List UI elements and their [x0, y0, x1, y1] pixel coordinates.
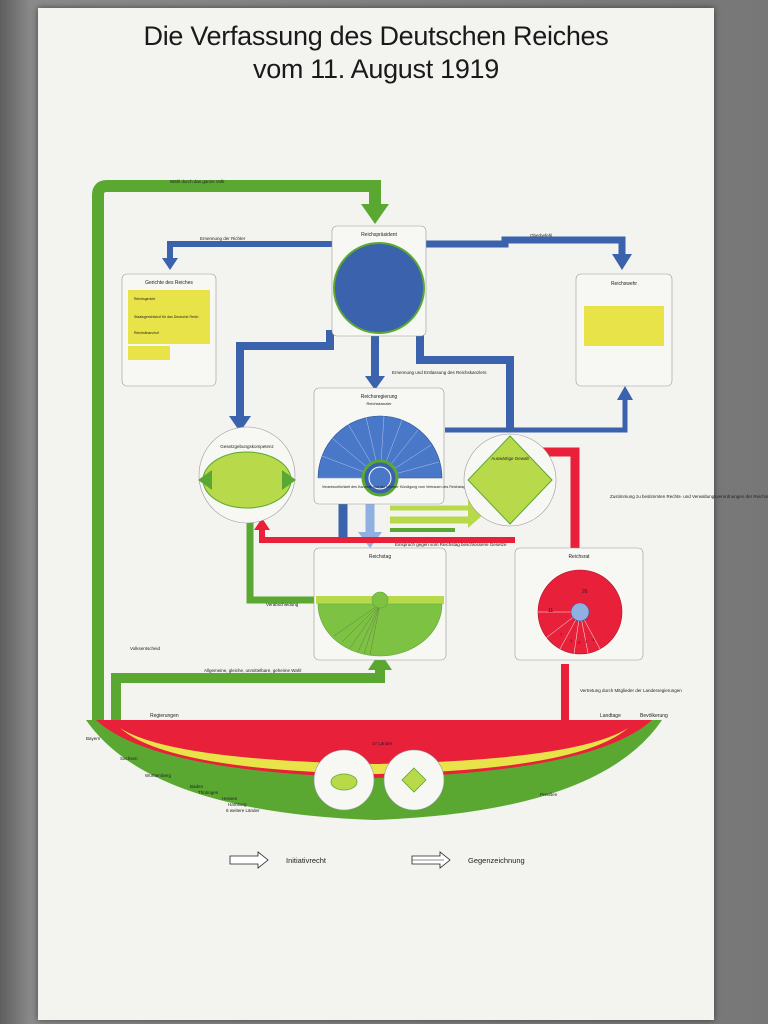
label-verantwortlichkeit: Verantwortlichkeit des Kanzlers und der …	[322, 485, 400, 489]
blue-flow-reichswehr	[425, 236, 626, 258]
label-ernennung-kanzler: Ernennung und Entlassung des Reichskanzl…	[392, 370, 487, 375]
title-line-2: vom 11. August 1919	[253, 54, 499, 84]
label-auswaertig: Auswärtige Gewalt	[491, 456, 529, 461]
legend-label-gegenzeichnung: Gegenzeichnung	[468, 856, 525, 865]
label-reichspraesident: Reichspräsident	[361, 232, 397, 238]
state-sachsen: Sachsen	[120, 756, 138, 761]
label-einspruch: Einspruch gegen vom Reichstag beschlosse…	[395, 542, 507, 547]
blue-arrowhead-regierung	[365, 376, 385, 390]
reichsrat-seat-bavaria: 11	[548, 608, 553, 614]
green-flow-wahl	[92, 180, 381, 720]
legend-initiativrecht: Initiativrecht	[229, 851, 327, 869]
label-gerichte: Gerichte des Reiches	[145, 280, 193, 286]
label-wahl-abgeordnete: Allgemeine, gleiche, unmittelbare, gehei…	[204, 668, 301, 673]
state-bayern: Bayern	[86, 736, 101, 741]
label-reichstag: Reichstag	[369, 554, 391, 560]
reichsrat-seat-7: 1	[592, 637, 595, 642]
blue-flow-auswaertig	[416, 330, 514, 432]
kanzler-inner	[368, 466, 392, 490]
reichsrat-seat-6: 2	[585, 639, 588, 644]
label-verabschiedung: Verabschiedung	[266, 602, 299, 607]
state-baden: Baden	[190, 784, 204, 789]
reichstag-seat-lines	[333, 603, 381, 656]
label-vertrauensentzug: Kündigung vom Vertrauen des Reichstages	[400, 485, 469, 489]
regierung-fan-rays	[318, 415, 440, 479]
blue-arrowhead-gerichte	[162, 258, 178, 270]
label-ernennung-richter: Ernennung der Richter	[200, 236, 246, 241]
green-arrowhead-president	[361, 204, 389, 224]
state-hessen: Hessen	[222, 796, 238, 801]
blue-arrowhead-reichswehr-up	[617, 386, 633, 400]
green-arrowhead-right	[282, 470, 296, 490]
president-circle	[333, 242, 425, 334]
state-hamburg: Hamburg	[228, 802, 247, 807]
lightgreen-arrowhead	[468, 500, 484, 528]
label-reichsrat: Reichsrat	[568, 554, 590, 560]
label-laender-count: 17 Länder	[372, 741, 393, 746]
green-arrowhead-reichstag	[368, 652, 392, 670]
poster-title: Die Verfassung des Deutschen Reiches vom…	[38, 20, 714, 86]
reichsrat-seat-prussia: 26	[582, 589, 588, 595]
lower-diamond	[401, 767, 427, 793]
green-flow-gesetz-reichstag	[246, 522, 315, 604]
blue-flow-regierung-reichswehr	[445, 398, 628, 433]
lower-ellipse	[330, 773, 358, 791]
reichsrat-seat-4: 4	[570, 638, 573, 643]
blue-flow-gesetzgebung	[236, 330, 334, 420]
label-reichskanzler: Reichskanzler	[366, 401, 392, 406]
arc-yellow-band	[120, 728, 628, 774]
label-gesetzgebung: Gesetzgebungskompetenz	[220, 444, 274, 449]
label-landtage: Landtage	[600, 713, 621, 719]
outline-arrow-icon	[229, 851, 269, 869]
red-arrowhead-gesetzgebung	[254, 518, 270, 530]
state-preussen: Preußen	[540, 792, 558, 797]
label-oberbefehl: Oberbefehl	[530, 233, 552, 238]
gerichte-panel-small	[128, 346, 170, 360]
label-vertretung: Vertretung durch Mitglieder der Landesre…	[580, 688, 682, 693]
legend-gegenzeichnung: Gegenzeichnung	[411, 851, 525, 869]
reichstag-hemicycle	[317, 603, 443, 657]
title-line-1: Die Verfassung des Deutschen Reiches	[143, 21, 609, 51]
auswaertig-diamond	[467, 435, 553, 525]
label-wahl: Wahl durch das ganze Volk	[170, 179, 225, 184]
gerichte-item-3: Reichsfinanzhof	[134, 331, 159, 335]
reichswehr-panel	[584, 306, 664, 346]
label-bevoelkerung: Bevölkerung	[640, 713, 668, 719]
regierung-fan	[317, 415, 443, 479]
gerichte-item-2: Staatsgerichtshof für das Deutsche Reich	[134, 315, 198, 319]
green-arrowhead-left	[198, 470, 212, 490]
green-flow-volksentscheid	[111, 668, 385, 720]
gerichte-panel	[128, 290, 210, 344]
blue-arrowhead-reichswehr	[612, 254, 632, 270]
reichsrat-seat-5: 3	[578, 640, 581, 645]
state-thueringen: Thüringen	[198, 790, 219, 795]
gesetzgebung-ellipse	[202, 451, 292, 509]
label-reichswehr: Reichswehr	[611, 281, 637, 287]
poster	[38, 8, 714, 1020]
blue-arrowhead-gesetzgebung	[229, 416, 251, 432]
reichsrat-seat-3: 7	[560, 632, 563, 637]
label-zustimmung: Zustimmung zu bestimmten Rechts- und Ver…	[610, 494, 768, 499]
state-others: 8 weitere Länder	[226, 808, 260, 813]
label-reichsregierung: Reichsregierung	[361, 394, 398, 400]
reichsrat-center	[570, 602, 590, 622]
label-regierungen: Regierungen	[150, 713, 179, 719]
label-volksentscheid: Volksentscheid	[130, 646, 161, 651]
legend-label-initiativrecht: Initiativrecht	[286, 856, 327, 865]
gerichte-item-1: Reichsgericht	[134, 297, 155, 301]
reichstag-dome	[371, 591, 389, 609]
red-flow-reichsrat-reichstag	[259, 528, 515, 543]
blue-flow-gerichte	[167, 241, 335, 262]
state-wuerttemberg: Württemberg	[145, 773, 172, 778]
